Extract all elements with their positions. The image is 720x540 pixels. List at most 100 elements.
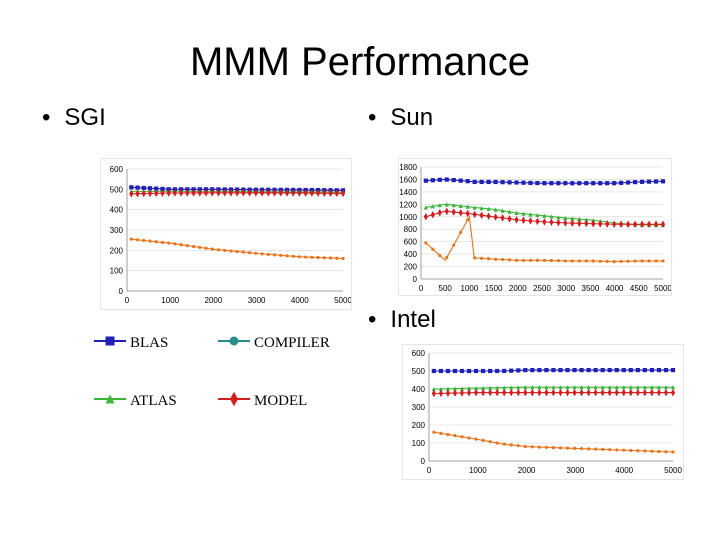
series-point — [493, 257, 498, 261]
series-point — [549, 218, 554, 227]
series-point — [160, 240, 165, 245]
x-tick-label: 4000 — [291, 296, 309, 305]
series-point — [563, 259, 567, 263]
series-point — [565, 368, 570, 373]
sgi-chart-svg: 0 100 200 300 400 500 600 0 1000 2000 3000 4000 5000 — [110, 165, 351, 305]
x-tick-label: 3000 — [557, 284, 575, 293]
series-point — [649, 368, 655, 373]
series-point — [528, 180, 533, 185]
series-point — [542, 181, 547, 186]
x-tick-label: 4500 — [630, 284, 648, 293]
series-point — [493, 179, 498, 185]
series-point — [160, 189, 165, 197]
series-point — [642, 388, 647, 397]
y-tick-label: 400 — [412, 385, 426, 394]
series-point — [247, 189, 252, 197]
series-point — [147, 189, 153, 198]
series-point — [452, 386, 458, 391]
series-point — [572, 446, 577, 450]
x-tick-label: 1000 — [469, 466, 487, 475]
x-tick-label: 3000 — [248, 296, 266, 305]
series-point — [297, 189, 302, 197]
x-tick-label: 0 — [427, 466, 432, 475]
series-point — [437, 203, 442, 208]
x-tick-label: 2500 — [533, 284, 551, 293]
bullet-dot: • — [42, 104, 51, 131]
series-point — [135, 189, 140, 198]
series-point — [612, 181, 617, 186]
series-point — [607, 368, 612, 373]
series-point — [259, 189, 265, 197]
series-point — [466, 386, 472, 391]
series-point — [479, 206, 484, 211]
series-point — [502, 442, 506, 446]
series-point — [423, 178, 428, 183]
series-point — [570, 216, 575, 221]
series-point — [487, 257, 491, 261]
x-tick-label: 1500 — [485, 284, 503, 293]
series-point — [154, 240, 158, 244]
series-point — [473, 386, 479, 391]
series-point — [303, 189, 308, 197]
series-point — [537, 445, 541, 449]
series-point — [619, 220, 624, 229]
series-point — [628, 385, 633, 390]
series-point — [179, 243, 183, 247]
bullet-intel: • Intel — [368, 306, 436, 334]
series-point — [446, 432, 450, 437]
series-point — [544, 368, 549, 373]
series-point — [437, 177, 442, 182]
series-point — [601, 447, 605, 452]
series-point — [556, 259, 560, 263]
series-point — [600, 368, 605, 373]
series-point — [509, 388, 514, 397]
x-tick-label: 0 — [419, 284, 424, 293]
series-point — [185, 244, 189, 248]
sun-chart-svg: 0 200 400 600 800 1000 1200 1400 1600 1800 0 500 100… — [399, 163, 671, 293]
y-tick-label: 0 — [421, 457, 426, 466]
series-point — [445, 255, 449, 260]
series-point — [523, 368, 528, 373]
series-point — [663, 388, 669, 397]
series-point — [216, 248, 221, 252]
legend-marker-shape — [230, 391, 238, 407]
series-point — [285, 254, 289, 258]
series-point — [579, 385, 584, 390]
series-point — [537, 385, 542, 390]
series-point — [458, 178, 463, 183]
series-point — [565, 446, 570, 450]
series-point — [516, 444, 520, 448]
series-point — [488, 385, 493, 390]
series-point — [570, 259, 574, 263]
series-point — [248, 251, 252, 255]
series-point — [556, 215, 561, 220]
series-point — [605, 259, 609, 263]
series-point — [445, 368, 451, 374]
series-point — [542, 218, 547, 226]
y-tick-label: 600 — [412, 349, 426, 358]
series-point — [204, 246, 208, 250]
x-tick-label: 2000 — [509, 284, 527, 293]
legend-marker-square — [94, 336, 126, 346]
legend-marker-shape — [105, 394, 115, 404]
x-tick-label: 3500 — [582, 284, 600, 293]
series-point — [628, 388, 633, 397]
y-tick-label: 300 — [412, 403, 426, 412]
y-tick-label: 100 — [110, 267, 124, 276]
x-tick-label: 4000 — [606, 284, 624, 293]
series-point — [600, 388, 605, 397]
series-point — [223, 248, 227, 252]
series-point — [661, 259, 665, 263]
series-point — [173, 242, 177, 246]
bullet-sun: • Sun — [368, 104, 433, 132]
series-point — [444, 202, 449, 207]
series-point — [600, 385, 605, 390]
y-tick-label: 200 — [412, 421, 426, 430]
legend-label-atlas: ATLAS — [130, 393, 177, 409]
series-point — [493, 213, 498, 221]
series-point — [430, 178, 435, 183]
series-point — [458, 208, 463, 217]
series-point — [521, 258, 526, 262]
series-point — [502, 368, 507, 374]
series-point — [528, 212, 533, 217]
